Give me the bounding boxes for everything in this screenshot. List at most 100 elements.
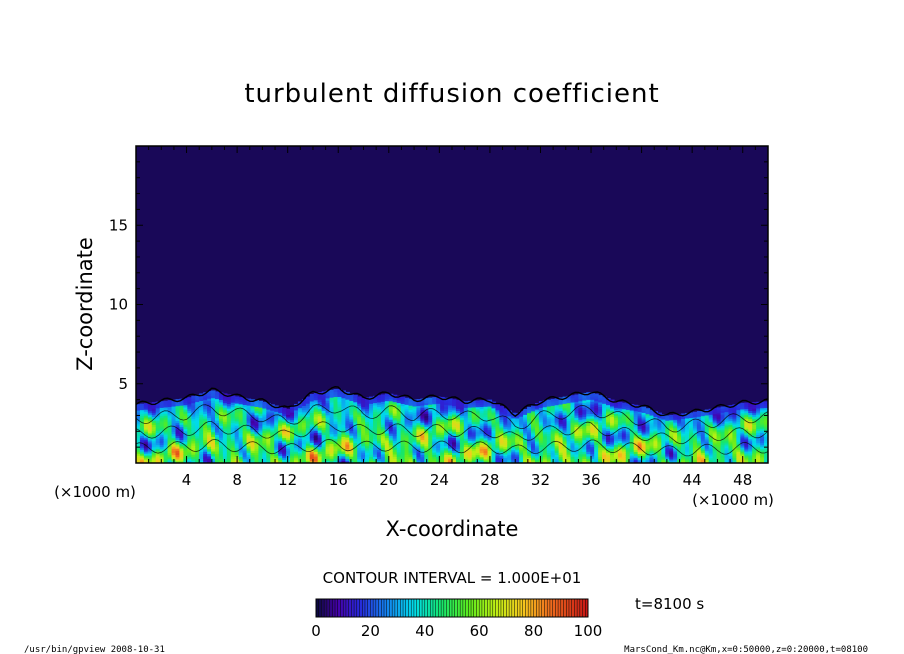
field-cell — [649, 459, 655, 462]
field-cell — [294, 445, 299, 448]
field-cell — [297, 452, 303, 456]
field-cell — [270, 443, 275, 446]
field-cell — [610, 420, 615, 424]
field-cell — [404, 432, 410, 436]
field-cell — [669, 421, 674, 424]
field-cell — [598, 426, 603, 430]
field-cell — [337, 401, 342, 405]
field-cell — [329, 394, 335, 398]
field-cell — [732, 418, 737, 421]
field-cell — [621, 428, 627, 432]
field-cell — [222, 453, 228, 457]
field-cell — [215, 405, 220, 409]
field-cell — [290, 461, 295, 463]
field-cell — [159, 415, 165, 419]
field-cell — [380, 394, 386, 398]
field-cell — [357, 438, 362, 442]
field-cell — [163, 460, 169, 463]
field-cell — [637, 418, 643, 422]
field-cell — [570, 424, 576, 428]
field-cell — [720, 429, 726, 432]
field-cell — [716, 424, 722, 427]
field-cell — [531, 404, 536, 408]
field-cell — [534, 436, 540, 440]
field-cell — [309, 451, 315, 455]
field-cell — [499, 434, 504, 438]
field-cell — [432, 403, 437, 407]
field-cell — [301, 439, 307, 443]
field-cell — [404, 430, 410, 434]
field-cell — [191, 438, 196, 442]
field-cell — [661, 459, 666, 462]
field-cell — [195, 431, 200, 434]
field-cell — [325, 392, 331, 396]
field-cell — [270, 423, 275, 427]
field-cell — [574, 403, 579, 407]
field-cell — [294, 439, 299, 442]
field-cell — [483, 404, 489, 407]
field-cell — [590, 427, 595, 431]
field-cell — [230, 451, 236, 455]
field-cell — [242, 406, 248, 410]
field-cell — [199, 435, 204, 439]
field-cell — [531, 455, 536, 458]
field-cell — [341, 392, 346, 396]
field-cell — [270, 410, 275, 413]
field-cell — [621, 446, 627, 450]
field-cell — [641, 449, 647, 453]
field-cell — [700, 417, 706, 420]
field-cell — [230, 433, 236, 437]
colorbar-swatch — [332, 599, 336, 617]
field-cell — [337, 391, 342, 395]
field-cell — [637, 409, 643, 412]
field-cell — [290, 429, 295, 432]
field-cell — [424, 408, 429, 412]
field-cell — [282, 422, 287, 426]
field-cell — [681, 456, 686, 459]
field-cell — [712, 433, 718, 437]
field-cell — [167, 446, 173, 449]
field-cell — [353, 394, 358, 398]
field-cell — [191, 413, 196, 417]
field-cell — [199, 449, 204, 453]
field-cell — [724, 459, 730, 462]
field-cell — [199, 458, 204, 462]
field-cell — [199, 395, 204, 399]
field-cell — [566, 429, 572, 433]
field-cell — [226, 408, 232, 411]
field-cell — [444, 404, 449, 407]
field-cell — [483, 441, 489, 445]
field-cell — [617, 426, 623, 429]
field-cell — [704, 416, 710, 420]
field-cell — [179, 447, 184, 451]
field-cell — [712, 452, 718, 455]
field-cell — [290, 446, 295, 449]
field-cell — [436, 418, 441, 422]
field-cell — [495, 427, 500, 431]
field-cell — [495, 459, 500, 462]
field-cell — [325, 397, 331, 401]
field-cell — [416, 413, 421, 417]
field-cell — [696, 437, 702, 440]
field-cell — [242, 415, 248, 418]
field-cell — [136, 447, 141, 450]
field-cell — [278, 433, 283, 436]
field-cell — [262, 426, 267, 429]
field-cell — [724, 421, 730, 424]
field-cell — [455, 402, 461, 405]
field-cell — [400, 440, 406, 444]
field-cell — [286, 419, 291, 423]
field-cell — [542, 419, 548, 422]
field-cell — [499, 423, 504, 426]
field-cell — [586, 408, 591, 412]
field-cell — [744, 402, 749, 406]
field-cell — [400, 456, 406, 460]
field-cell — [625, 413, 631, 416]
field-cell — [712, 426, 718, 429]
field-cell — [728, 459, 734, 462]
field-cell — [740, 430, 745, 434]
field-cell — [440, 429, 445, 433]
field-cell — [191, 407, 196, 410]
field-cell — [143, 423, 149, 426]
field-cell — [159, 460, 165, 463]
